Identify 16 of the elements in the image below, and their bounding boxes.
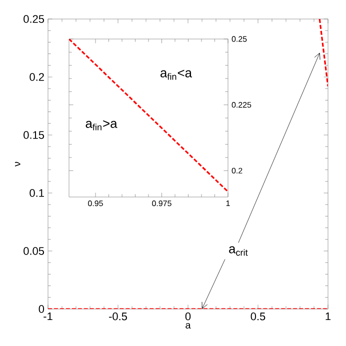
y-tick-label: 0	[38, 305, 44, 313]
x-tick-label: -1	[44, 312, 52, 320]
annotation: a$_{crit}$	[229, 246, 248, 256]
y-tick-label: 0.2	[30, 73, 44, 81]
x-tick-label: 1	[326, 312, 331, 320]
y-tick-label: 0.05	[24, 247, 44, 255]
y-tick-label: 0.25	[24, 15, 44, 23]
annotation: a$_{fin}$>a	[86, 120, 118, 130]
y-tick-label: 0.15	[24, 131, 44, 139]
y-axis-title: ν	[15, 162, 20, 166]
annotation: a$_{fin}$<a	[160, 70, 192, 80]
x-tick-label: 0.5	[250, 312, 266, 320]
x-tick-label: 0	[185, 312, 191, 320]
y-tick-label: 0.1	[30, 189, 44, 197]
x-tick-label: -0.5	[109, 312, 127, 320]
x-axis-title: a	[186, 323, 191, 329]
